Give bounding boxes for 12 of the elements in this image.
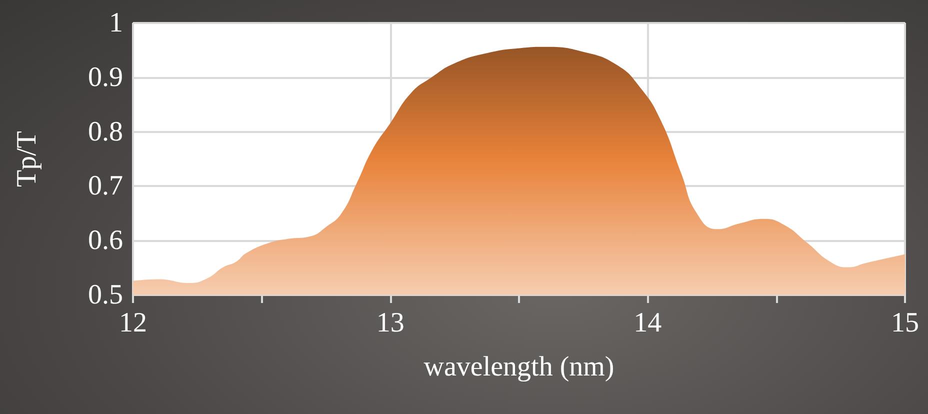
x-axis-title: wavelength (nm) — [424, 352, 614, 382]
y-tick-label: 0.8 — [88, 116, 123, 148]
x-tick-label: 12 — [119, 308, 147, 338]
y-tick-label: 0.7 — [88, 170, 123, 202]
y-axis-title: Tp/T — [12, 131, 42, 187]
x-tick-label: 13 — [376, 308, 404, 338]
y-tick-label: 0.5 — [88, 280, 123, 310]
y-tick-label: 1 — [109, 8, 123, 38]
y-tick-label: 0.9 — [88, 62, 123, 93]
y-tick-label: 0.6 — [88, 225, 123, 256]
x-tick-label: 14 — [634, 308, 662, 338]
x-tick-label: 15 — [891, 308, 919, 338]
